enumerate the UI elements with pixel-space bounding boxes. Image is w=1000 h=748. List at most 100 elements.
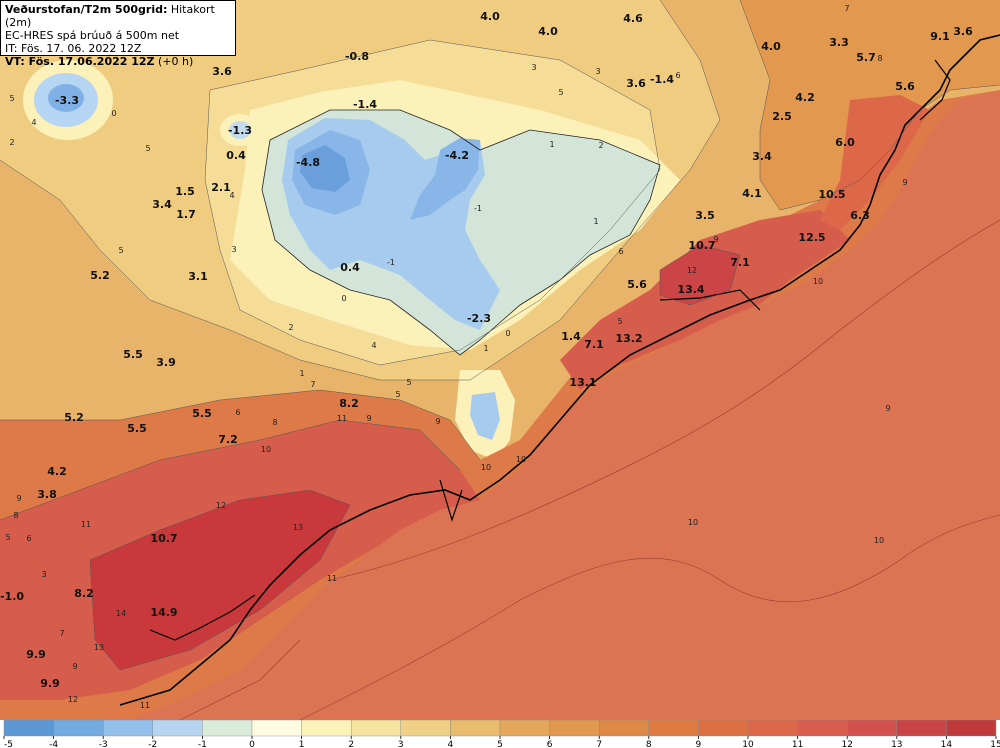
contour-label: 6 (26, 534, 31, 543)
contour-label: 7 (844, 4, 849, 13)
contour-label: 1 (483, 344, 488, 353)
contour-label: 5 (617, 317, 622, 326)
legend-tick-label: 1 (299, 740, 305, 748)
temperature-value-label: 10.5 (818, 188, 845, 201)
legend-swatch (102, 720, 153, 737)
legend-tick-label: 3 (398, 740, 404, 748)
temperature-value-label: 5.5 (192, 407, 212, 420)
contour-label: 9 (435, 417, 440, 426)
temperature-value-label: 5.7 (856, 51, 876, 64)
header-title: Veðurstofan/T2m 500grid: (5, 3, 168, 16)
ocean[interactable] (130, 90, 1000, 720)
map-header: Veðurstofan/T2m 500grid: Hitakort (2m) E… (0, 0, 236, 68)
contour-label: 5 (558, 88, 563, 97)
contour-label: 9 (713, 235, 718, 244)
contour-label: 3 (595, 67, 600, 76)
legend-swatch (797, 720, 848, 737)
contour-label: 5 (145, 144, 150, 153)
legend-swatch (599, 720, 650, 737)
contour-label: 0 (341, 294, 346, 303)
contour-label: 11 (140, 701, 150, 710)
contour-label: 3 (41, 570, 46, 579)
color-legend: -5 -4 -3 -2 -1 0 1 2 3 4 5 6 7 8 9 10 11 12 13 14 15 (3, 720, 1000, 748)
temperature-value-label: 9.1 (930, 30, 950, 43)
legend-tick-label: 5 (497, 740, 503, 748)
nw-ice-cap-core (48, 84, 84, 112)
temperature-value-label: 5.5 (127, 422, 147, 435)
contour-label: 8 (272, 418, 277, 427)
temperature-value-label: 5.2 (64, 411, 84, 424)
temperature-value-label: 3.9 (156, 356, 176, 369)
contour-label: 6 (235, 408, 240, 417)
temperature-value-label: 6.3 (850, 209, 870, 222)
legend-swatch (549, 720, 600, 737)
contour-label: 9 (902, 178, 907, 187)
south-lowland-hot (90, 490, 350, 670)
temperature-value-label: 3.5 (695, 209, 715, 222)
header-line-1: Veðurstofan/T2m 500grid: Hitakort (2m) (5, 3, 231, 29)
legend-tick-label: -1 (198, 740, 207, 748)
temperature-value-label: 4.1 (742, 187, 762, 200)
temperature-value-label: -2.3 (467, 312, 491, 325)
legend-tick-label: 8 (646, 740, 652, 748)
temperature-value-label: -1.0 (0, 590, 24, 603)
temperature-value-label: -1.4 (353, 98, 377, 111)
temperature-value-label: 1.5 (175, 185, 195, 198)
contour-label: 9 (72, 662, 77, 671)
temperature-value-label: 13.1 (569, 376, 596, 389)
contour-label: 11 (327, 574, 337, 583)
contour-label: 8 (877, 54, 882, 63)
contour-label: 4 (31, 118, 36, 127)
contour-label: 6 (618, 247, 623, 256)
contour-label: 11 (81, 520, 91, 529)
contour-label: 5 (118, 246, 123, 255)
temperature-value-label: 5.6 (895, 80, 915, 93)
legend-tick-label: 14 (941, 740, 953, 748)
temperature-value-label: 4.0 (538, 25, 558, 38)
temperature-value-label: 2.5 (772, 110, 792, 123)
legend-swatch (648, 720, 699, 737)
temperature-value-label: -0.8 (345, 50, 369, 63)
legend-tick-label: 13 (891, 740, 902, 748)
temperature-value-label: 3.4 (152, 198, 172, 211)
temperature-value-label: 10.7 (688, 239, 715, 252)
header-line-3: IT: Fös. 17. 06. 2022 12Z (5, 42, 142, 55)
contour-label: 7 (59, 629, 64, 638)
contour-label: 10 (516, 455, 526, 464)
header-subtitle: Hitakort (2m) (5, 3, 215, 29)
temperature-value-label: 2.1 (211, 181, 231, 194)
east-lowland-warm (560, 210, 850, 390)
coastline-detail (149, 59, 951, 641)
legend-tick-label: 12 (841, 740, 852, 748)
temperature-value-label: 8.2 (74, 587, 94, 600)
header-valid-time: VT: Fös. 17.06.2022 12Z (5, 55, 155, 68)
temperature-value-label: 3.1 (188, 270, 208, 283)
temperature-value-label: 5.6 (627, 278, 647, 291)
contour-label: 11 (337, 414, 347, 423)
coastline (119, 34, 1000, 706)
contour-label: 4 (229, 191, 234, 200)
contour-label: 9 (366, 414, 371, 423)
legend-swatch (896, 720, 947, 737)
legend-swatch (152, 720, 203, 737)
contour-label: 12 (687, 266, 697, 275)
temperature-value-label: 4.6 (623, 12, 643, 25)
temperature-value-label: 4.0 (480, 10, 500, 23)
legend-tick-label: -4 (49, 740, 58, 748)
legend-tick-label: 0 (249, 740, 255, 748)
legend-boxes (3, 720, 997, 737)
legend-tick-label: -2 (148, 740, 157, 748)
temperature-value-label: 7.1 (584, 338, 604, 351)
temperature-value-label: 3.4 (752, 150, 772, 163)
contour-label: 13 (293, 523, 303, 532)
temperature-value-label: 3.6 (212, 65, 232, 78)
contour-label: 0 (505, 329, 510, 338)
temperature-value-label: 3.8 (37, 488, 57, 501)
temperature-value-label: 5.5 (123, 348, 143, 361)
header-lead-time: (+0 h) (158, 55, 194, 68)
contour-label: 12 (216, 501, 226, 510)
temperature-value-label: 13.2 (615, 332, 642, 345)
